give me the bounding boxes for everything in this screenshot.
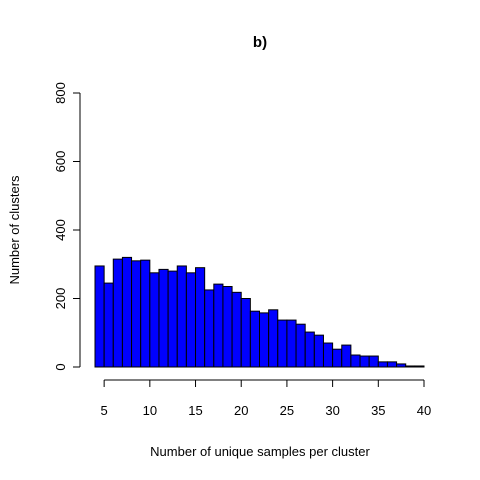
bar: [94, 265, 105, 368]
bar: [313, 334, 324, 368]
bar: [405, 365, 416, 368]
bar: [332, 348, 343, 368]
bar: [213, 283, 224, 368]
x-tick-label: 10: [143, 403, 157, 418]
bar: [231, 291, 242, 368]
bar: [386, 361, 398, 368]
x-tick-label: 30: [325, 403, 339, 418]
x-tick-label: 20: [234, 403, 248, 418]
bar: [185, 272, 197, 368]
bar: [249, 310, 261, 368]
y-tick-label: 0: [53, 363, 68, 370]
bar: [167, 270, 178, 368]
bar: [295, 323, 306, 368]
bar: [396, 363, 407, 368]
y-tick-label: 600: [53, 151, 68, 173]
y-axis-label: Number of clusters: [7, 175, 22, 285]
bar: [204, 289, 215, 368]
bar: [131, 260, 142, 368]
bar: [286, 319, 297, 368]
x-tick-label: 5: [101, 403, 108, 418]
bar: [112, 258, 123, 368]
bar: [277, 319, 288, 368]
bar: [103, 282, 114, 368]
bar: [240, 298, 251, 368]
x-tick-label: 25: [280, 403, 294, 418]
bar: [195, 267, 206, 368]
bar: [322, 342, 334, 368]
bar: [341, 344, 352, 368]
bar: [304, 331, 315, 368]
bar: [359, 355, 370, 368]
x-tick-label: 15: [188, 403, 202, 418]
bar: [158, 268, 169, 368]
bar: [140, 259, 151, 368]
bar: [176, 265, 187, 368]
x-axis-label: Number of unique samples per cluster: [150, 444, 370, 459]
bar: [259, 312, 270, 368]
x-tick-label: 40: [417, 403, 431, 418]
y-tick-label: 400: [53, 219, 68, 241]
chart-title: b): [253, 34, 267, 51]
bar: [268, 309, 279, 368]
y-tick-label: 800: [53, 82, 68, 104]
bar: [149, 272, 160, 368]
y-tick-label: 200: [53, 288, 68, 310]
bar: [377, 361, 388, 368]
bar: [121, 256, 133, 368]
bar: [368, 355, 379, 368]
bar: [350, 354, 361, 368]
bar: [222, 286, 233, 368]
bar: [414, 365, 425, 368]
x-tick-label: 35: [371, 403, 385, 418]
